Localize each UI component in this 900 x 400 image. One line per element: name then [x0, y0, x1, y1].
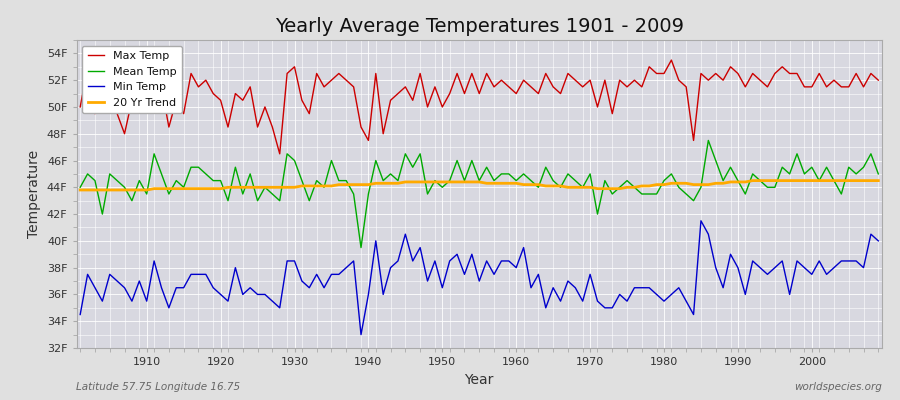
20 Yr Trend	[511, 181, 522, 186]
Max Temp	[134, 71, 145, 76]
Max Temp	[511, 91, 522, 96]
20 Yr Trend	[873, 178, 884, 183]
Min Temp	[356, 332, 366, 337]
20 Yr Trend	[75, 188, 86, 192]
Mean Temp	[511, 178, 522, 183]
Min Temp	[873, 238, 884, 243]
Max Temp	[518, 78, 529, 82]
20 Yr Trend	[747, 178, 758, 183]
Line: Max Temp: Max Temp	[80, 60, 878, 154]
Y-axis label: Temperature: Temperature	[27, 150, 41, 238]
Max Temp	[75, 104, 86, 109]
Title: Yearly Average Temperatures 1901 - 2009: Yearly Average Temperatures 1901 - 2009	[274, 17, 684, 36]
Min Temp	[607, 306, 617, 310]
X-axis label: Year: Year	[464, 372, 494, 386]
Mean Temp	[296, 178, 307, 183]
Mean Temp	[341, 178, 352, 183]
Min Temp	[511, 265, 522, 270]
Legend: Max Temp, Mean Temp, Min Temp, 20 Yr Trend: Max Temp, Mean Temp, Min Temp, 20 Yr Tre…	[82, 46, 183, 113]
20 Yr Trend	[341, 182, 352, 187]
Max Temp	[274, 152, 285, 156]
Mean Temp	[75, 185, 86, 190]
Max Temp	[873, 78, 884, 82]
Max Temp	[607, 111, 617, 116]
Mean Temp	[607, 192, 617, 196]
Max Temp	[348, 84, 359, 89]
Mean Temp	[518, 172, 529, 176]
20 Yr Trend	[599, 186, 610, 191]
Min Temp	[341, 265, 352, 270]
Text: worldspecies.org: worldspecies.org	[794, 382, 882, 392]
20 Yr Trend	[134, 188, 145, 192]
Min Temp	[134, 279, 145, 284]
Text: Latitude 57.75 Longitude 16.75: Latitude 57.75 Longitude 16.75	[76, 382, 240, 392]
Min Temp	[296, 279, 307, 284]
Mean Temp	[873, 172, 884, 176]
Line: 20 Yr Trend: 20 Yr Trend	[80, 181, 878, 190]
Line: Mean Temp: Mean Temp	[80, 140, 878, 248]
20 Yr Trend	[503, 181, 514, 186]
Min Temp	[518, 245, 529, 250]
Mean Temp	[134, 178, 145, 183]
Max Temp	[666, 58, 677, 62]
Mean Temp	[703, 138, 714, 143]
Min Temp	[696, 218, 706, 223]
Max Temp	[304, 111, 315, 116]
Min Temp	[75, 312, 86, 317]
Line: Min Temp: Min Temp	[80, 221, 878, 335]
Mean Temp	[356, 245, 366, 250]
20 Yr Trend	[296, 184, 307, 188]
